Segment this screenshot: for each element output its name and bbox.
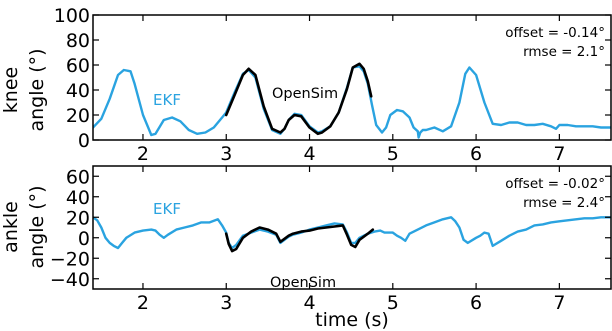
y-tick-label: 20 — [66, 105, 90, 127]
ankle-offset-annotation: offset = -0.02° — [505, 176, 605, 192]
ankle-ylabel-line-2: angle (°) — [26, 185, 48, 268]
y-tick-label: 40 — [66, 187, 90, 209]
knee-panel: 2 3 4 5 6 7 0 20 40 60 80 100 knee angle (°) offset… — [0, 5, 612, 165]
y-tick-label: 0 — [78, 228, 90, 250]
ankle-rmse-annotation: rmse = 2.4° — [523, 195, 605, 211]
ankle-opensim-line — [224, 224, 375, 253]
x-axis-label: time (s) — [315, 309, 389, 331]
ankle-plot-frame — [92, 165, 612, 290]
knee-ekf-label: EKF — [153, 91, 181, 109]
x-tick-label: 6 — [470, 292, 482, 314]
y-tick-label: 100 — [54, 5, 90, 27]
knee-offset-annotation: offset = -0.14° — [505, 25, 605, 41]
knee-opensim-line — [224, 62, 373, 136]
x-tick-label: 3 — [220, 143, 232, 165]
x-tick-label: 7 — [553, 143, 565, 165]
knee-plot-frame — [92, 14, 612, 141]
y-tick-label: −40 — [50, 269, 90, 291]
x-tick-label: 4 — [303, 143, 315, 165]
ankle-ekf-line — [93, 216, 611, 250]
y-tick-label: −20 — [50, 248, 90, 270]
x-tick-label: 5 — [387, 292, 399, 314]
x-tick-label: 2 — [137, 292, 149, 314]
x-tick-label: 7 — [553, 292, 565, 314]
y-tick-label: 40 — [66, 80, 90, 102]
y-tick-label: 80 — [66, 30, 90, 52]
ankle-series-group — [93, 216, 611, 253]
ankle-ekf-label: EKF — [153, 200, 181, 218]
knee-series-group — [93, 62, 611, 139]
x-tick-label: 5 — [387, 143, 399, 165]
ankle-opensim-label: OpenSim — [270, 275, 336, 291]
y-tick-label: 0 — [78, 130, 90, 152]
x-tick-label: 6 — [470, 143, 482, 165]
y-tick-label: 20 — [66, 207, 90, 229]
knee-ylabel-line-2: angle (°) — [26, 48, 48, 131]
knee-ticks-group: 2 3 4 5 6 7 0 20 40 60 80 100 — [54, 5, 611, 165]
knee-ylabel-line-1: knee — [0, 67, 22, 113]
x-tick-label: 2 — [137, 143, 149, 165]
knee-rmse-annotation: rmse = 2.1° — [523, 44, 605, 60]
x-tick-label: 4 — [303, 292, 315, 314]
ankle-ylabel-line-1: ankle — [0, 201, 22, 253]
y-tick-label: 60 — [66, 166, 90, 188]
knee-opensim-label: OpenSim — [272, 86, 338, 102]
x-tick-label: 3 — [220, 292, 232, 314]
y-tick-label: 60 — [66, 55, 90, 77]
